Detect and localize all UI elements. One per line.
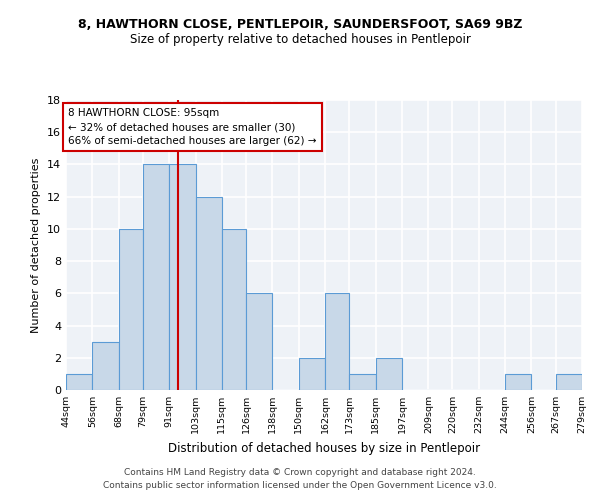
Bar [119,229,143,390]
Text: 8, HAWTHORN CLOSE, PENTLEPOIR, SAUNDERSFOOT, SA69 9BZ: 8, HAWTHORN CLOSE, PENTLEPOIR, SAUNDERSF… [78,18,522,30]
Bar [325,294,349,390]
Bar [196,196,222,390]
Bar [143,164,169,390]
Text: Size of property relative to detached houses in Pentlepoir: Size of property relative to detached ho… [130,32,470,46]
Bar [349,374,376,390]
Bar [505,374,532,390]
Bar [246,294,272,390]
Bar [299,358,325,390]
Text: Contains HM Land Registry data © Crown copyright and database right 2024.
Contai: Contains HM Land Registry data © Crown c… [103,468,497,490]
Bar [92,342,119,390]
Text: 8 HAWTHORN CLOSE: 95sqm
← 32% of detached houses are smaller (30)
66% of semi-de: 8 HAWTHORN CLOSE: 95sqm ← 32% of detache… [68,108,317,146]
Bar [556,374,582,390]
Y-axis label: Number of detached properties: Number of detached properties [31,158,41,332]
Bar [169,164,196,390]
X-axis label: Distribution of detached houses by size in Pentlepoir: Distribution of detached houses by size … [168,442,480,454]
Bar [66,374,92,390]
Bar [376,358,402,390]
Bar [222,229,246,390]
